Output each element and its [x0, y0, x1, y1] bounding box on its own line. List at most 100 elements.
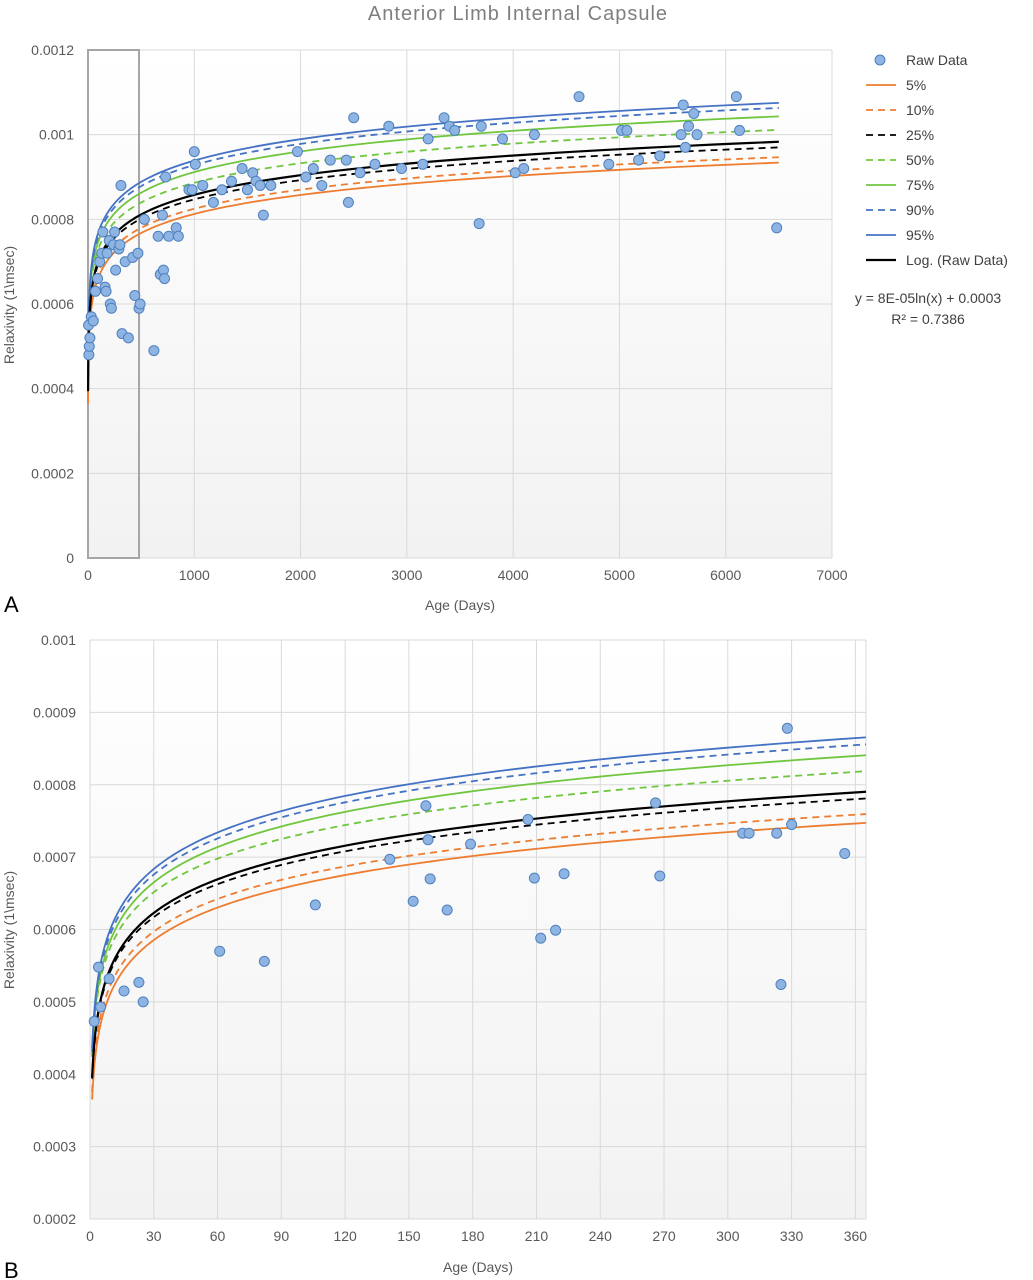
raw-data-point: [781, 722, 793, 734]
raw-data-point: [786, 819, 798, 831]
raw-data-point: [110, 264, 122, 276]
x-axis-label-a: Age (Days): [425, 597, 495, 613]
x-tick-label: 240: [589, 1228, 613, 1244]
raw-data-point: [152, 230, 164, 242]
curves-b: [91, 736, 867, 1100]
raw-data-point: [207, 196, 219, 208]
x-tick-label: 30: [146, 1228, 162, 1244]
raw-data-point: [291, 146, 303, 158]
raw-data-point: [307, 163, 319, 175]
x-tick-label: 180: [461, 1228, 485, 1244]
raw-data-point: [122, 332, 134, 344]
raw-data-point: [114, 239, 126, 251]
raw-data-point: [309, 899, 321, 911]
y-tick-label: 0.0005: [33, 994, 76, 1010]
y-tick-label: 0.0003: [33, 1139, 76, 1155]
raw-data-point: [679, 141, 691, 153]
raw-data-point: [691, 129, 703, 141]
raw-data-point: [340, 154, 352, 166]
raw-data-point: [730, 91, 742, 103]
raw-data-point: [109, 226, 121, 238]
raw-data-point: [160, 171, 172, 183]
raw-data-point: [93, 961, 104, 973]
raw-data-point: [550, 924, 562, 936]
raw-data-point: [300, 171, 312, 183]
panel-label-a: A: [4, 592, 19, 617]
panel-label-b: B: [4, 1258, 19, 1280]
raw-data-point: [254, 179, 266, 191]
y-tick-label: 0.0008: [31, 211, 74, 227]
legend-label: 90%: [906, 202, 934, 218]
x-tick-label: 3000: [391, 567, 422, 583]
raw-data-point: [535, 932, 547, 944]
raw-data-point: [518, 163, 530, 175]
x-tick-label: 7000: [816, 567, 847, 583]
raw-data-point: [475, 120, 487, 132]
raw-data-point: [528, 872, 540, 884]
raw-data-point: [424, 873, 436, 885]
trendline-r-squared: R² = 0.7386: [891, 311, 965, 327]
raw-data-point: [743, 827, 755, 839]
x-tick-label: 5000: [604, 567, 635, 583]
curve-95: [91, 736, 867, 1049]
x-tick-label: 2000: [285, 567, 316, 583]
legend-label: Log. (Raw Data): [906, 252, 1008, 268]
legend-label: 50%: [906, 152, 934, 168]
y-tick-label: 0.0002: [31, 465, 74, 481]
raw-data-point: [420, 800, 432, 812]
raw-data-point: [734, 124, 746, 136]
raw-data-point: [407, 895, 419, 907]
raw-data-point: [257, 209, 269, 221]
raw-data-point: [558, 868, 570, 880]
raw-data-point: [103, 973, 115, 985]
raw-data-point: [225, 175, 237, 187]
x-tick-label: 0: [84, 567, 92, 583]
trendline-equation: y = 8E-05ln(x) + 0.0003: [855, 290, 1002, 306]
raw-points-b: [88, 722, 851, 1027]
y-tick-label: 0.0004: [33, 1066, 76, 1082]
raw-data-point: [688, 108, 700, 119]
y-tick-label: 0.0007: [33, 849, 76, 865]
curve-25: [91, 797, 867, 1079]
raw-data-point: [118, 985, 130, 997]
y-tick-label: 0.0012: [31, 42, 74, 58]
raw-data-point: [87, 315, 99, 327]
raw-points-a: [83, 91, 783, 361]
raw-data-point: [137, 996, 149, 1008]
raw-data-point: [241, 184, 253, 196]
y-axis-label-a: Relaxivity (1\msec): [1, 246, 17, 364]
raw-data-point: [654, 150, 666, 162]
raw-data-point: [683, 120, 695, 132]
raw-data-point: [384, 853, 396, 865]
raw-data-point: [265, 179, 277, 191]
raw-data-point: [101, 247, 113, 259]
raw-data-point: [172, 230, 184, 242]
x-tick-label: 300: [716, 1228, 740, 1244]
y-tick-label: 0.0002: [33, 1211, 76, 1227]
raw-data-point: [133, 976, 145, 988]
x-tick-label: 270: [652, 1228, 676, 1244]
raw-data-point: [441, 904, 453, 916]
raw-data-point: [573, 91, 585, 103]
y-tick-label: 0.0006: [31, 296, 74, 312]
raw-data-point: [236, 163, 248, 175]
chart-title: Anterior Limb Internal Capsule: [368, 3, 668, 25]
raw-data-point: [197, 179, 209, 191]
raw-data-point: [771, 827, 783, 839]
raw-data-point: [417, 158, 429, 170]
raw-data-point: [449, 124, 461, 136]
raw-data-point: [92, 273, 104, 285]
raw-data-point: [396, 163, 408, 175]
raw-data-point: [771, 222, 783, 234]
raw-data-point: [324, 154, 336, 166]
curve-90: [87, 107, 779, 376]
legend-marker-raw-data: [874, 54, 886, 66]
legend-label: 5%: [906, 77, 926, 93]
raw-data-point: [473, 218, 485, 230]
raw-data-point: [633, 154, 645, 166]
raw-data-point: [100, 285, 112, 297]
raw-data-point: [677, 99, 689, 111]
raw-data-point: [189, 158, 201, 170]
curve-50: [91, 770, 867, 1057]
raw-data-point: [775, 979, 787, 990]
